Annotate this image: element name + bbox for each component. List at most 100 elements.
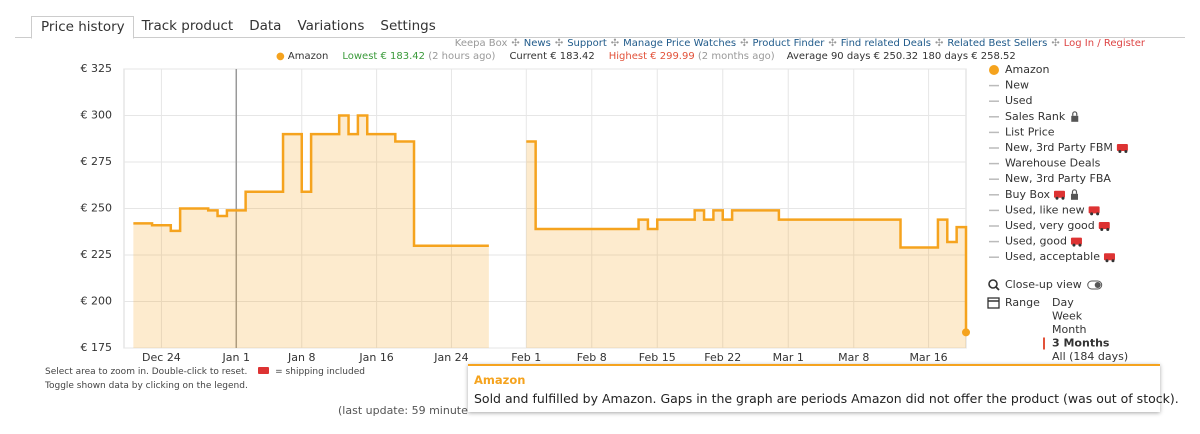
separator: ✣ bbox=[610, 38, 620, 49]
note-shipping: = shipping included bbox=[275, 367, 365, 377]
search-icon bbox=[988, 279, 998, 289]
truck-body bbox=[1116, 144, 1128, 151]
x-tick-label: Mar 1 bbox=[773, 351, 804, 364]
separator: ✣ bbox=[828, 38, 837, 49]
stats-lowest: Lowest € 183.42 (2 hours ago) bbox=[342, 51, 495, 62]
range-option[interactable]: 3 Months bbox=[1052, 337, 1110, 350]
truck-wheel bbox=[1118, 150, 1122, 153]
top-link[interactable]: Support bbox=[567, 38, 607, 49]
current: Current € 183.42 bbox=[509, 51, 595, 62]
truck-wheel bbox=[1111, 259, 1115, 263]
tooltip: Amazon Sold and fulfilled by Amazon. Gap… bbox=[468, 364, 1179, 412]
tab[interactable]: Settings bbox=[380, 18, 436, 34]
range-option[interactable]: Day bbox=[1052, 296, 1074, 309]
stats-series: ● Amazon bbox=[276, 51, 329, 62]
range-label: Range bbox=[1005, 296, 1040, 309]
stats-row: ● Amazon Lowest € 183.42 (2 hours ago) C… bbox=[276, 51, 1016, 62]
y-tick-label: € 300 bbox=[81, 109, 113, 122]
truck-wheel bbox=[1106, 228, 1110, 231]
lock-body bbox=[1070, 193, 1078, 200]
truck-wheel bbox=[1078, 243, 1082, 247]
legend-label[interactable]: Buy Box bbox=[1005, 188, 1050, 201]
note-toggle: Toggle shown data by clicking on the leg… bbox=[45, 381, 248, 391]
tab[interactable]: Variations bbox=[297, 18, 365, 34]
x-tick-label: Dec 24 bbox=[142, 351, 181, 364]
range-option[interactable]: All (184 days) bbox=[1052, 350, 1128, 363]
tab[interactable]: Price history bbox=[31, 16, 134, 39]
range-option[interactable]: Week bbox=[1052, 310, 1083, 323]
lock-shackle bbox=[1071, 189, 1078, 194]
calendar-icon bbox=[987, 297, 1000, 309]
legend-label[interactable]: Sales Rank bbox=[1005, 110, 1066, 123]
x-tick-label: Mar 8 bbox=[838, 351, 869, 364]
truck-body bbox=[1070, 237, 1082, 245]
legend-label[interactable]: List Price bbox=[1005, 125, 1055, 138]
y-tick-label: € 200 bbox=[81, 295, 113, 308]
lock-body bbox=[1071, 115, 1079, 122]
legend-label[interactable]: New, 3rd Party FBA bbox=[1005, 172, 1111, 185]
legend-label[interactable]: New, 3rd Party FBM bbox=[1005, 141, 1113, 154]
separator: ✣ bbox=[740, 38, 749, 49]
range-option[interactable]: Month bbox=[1052, 323, 1087, 336]
separator: ✣ bbox=[554, 38, 564, 49]
tooltip-title: Amazon bbox=[474, 373, 526, 387]
y-tick-label: € 250 bbox=[81, 202, 113, 215]
truck-wheel bbox=[1100, 228, 1104, 231]
separator: ✣ bbox=[934, 38, 944, 49]
search-handle bbox=[995, 286, 1000, 291]
toggle-knob bbox=[1094, 282, 1101, 288]
tab-bar: Price history Track product Data Variations… bbox=[15, 16, 1185, 39]
y-tick-label: € 175 bbox=[81, 341, 113, 354]
truck-body bbox=[1098, 222, 1110, 229]
note-zoom: Select area to zoom in. Double-click to … bbox=[45, 367, 248, 377]
top-link[interactable]: News bbox=[523, 38, 551, 49]
lock-icon bbox=[1071, 111, 1079, 122]
truck-wheel bbox=[1105, 259, 1109, 263]
truck-body bbox=[1103, 253, 1115, 261]
top-link[interactable]: Keepa Box bbox=[454, 38, 508, 49]
stats-highest: Highest € 299.99 (2 months ago) bbox=[609, 51, 775, 62]
top-link[interactable]: Product Finder bbox=[752, 38, 825, 49]
truck-wheel bbox=[1090, 212, 1094, 216]
legend-label[interactable]: Used bbox=[1005, 94, 1033, 107]
truck-icon bbox=[1103, 253, 1115, 263]
x-tick-label: Jan 1 bbox=[222, 351, 250, 364]
truck-wheel bbox=[1072, 243, 1076, 247]
separator: ✣ bbox=[511, 38, 520, 49]
truck-body bbox=[1053, 190, 1065, 198]
price-area bbox=[133, 115, 966, 348]
truck-icon bbox=[1053, 190, 1065, 200]
x-tick-label: Jan 24 bbox=[433, 351, 468, 364]
x-tick-label: Feb 22 bbox=[704, 351, 741, 364]
close-up-label[interactable]: Close-up view bbox=[1005, 278, 1082, 291]
truck-icon bbox=[1088, 206, 1100, 216]
top-link[interactable]: Related Best Sellers bbox=[947, 38, 1048, 49]
legend-label[interactable]: Used, very good bbox=[1005, 219, 1095, 232]
tab[interactable]: Track product bbox=[141, 18, 234, 34]
y-tick-label: € 275 bbox=[81, 155, 113, 168]
legend-label[interactable]: Warehouse Deals bbox=[1005, 157, 1101, 170]
notes: Select area to zoom in. Double-click to … bbox=[45, 365, 365, 393]
average-180: 180 days € 258.52 bbox=[922, 51, 1016, 62]
legend-label[interactable]: New bbox=[1005, 79, 1029, 92]
top-link[interactable]: Manage Price Watches bbox=[623, 38, 737, 49]
top-link[interactable]: Log In / Register bbox=[1063, 38, 1145, 49]
tab[interactable]: Data bbox=[249, 18, 282, 34]
legend-label[interactable]: Used, good bbox=[1005, 235, 1067, 248]
x-tick-label: Jan 8 bbox=[287, 351, 315, 364]
top-link[interactable]: Find related Deals bbox=[840, 38, 931, 49]
stats-series-name: Amazon bbox=[287, 51, 329, 62]
legend-label[interactable]: Used, acceptable bbox=[1005, 250, 1100, 263]
x-tick-label: Mar 16 bbox=[909, 351, 947, 364]
legend-label[interactable]: Used, like new bbox=[1005, 203, 1085, 216]
truck-wheel bbox=[1061, 196, 1065, 200]
lock-shackle bbox=[1072, 111, 1078, 116]
x-tick-label: Jan 16 bbox=[358, 351, 393, 364]
y-tick-label: € 225 bbox=[81, 248, 113, 261]
truck-icon bbox=[1098, 222, 1110, 231]
highest: Highest € 299.99 bbox=[608, 51, 695, 62]
average-90: Average 90 days € 250.32 bbox=[786, 51, 919, 62]
legend-label[interactable]: Amazon bbox=[1005, 63, 1049, 76]
truck-icon bbox=[1116, 144, 1128, 153]
